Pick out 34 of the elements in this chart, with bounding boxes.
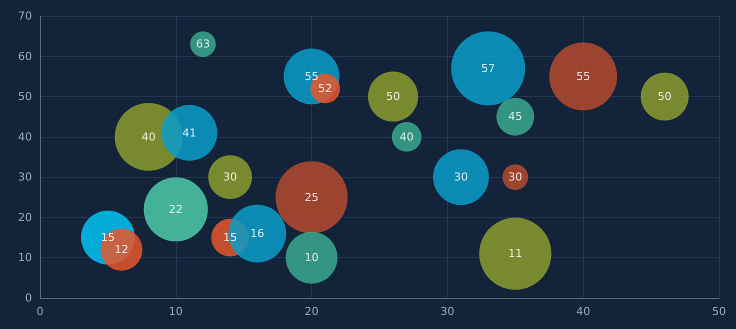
y-tick-label: 70 [18,10,32,22]
data-label: 22 [168,202,183,216]
y-tick-label: 30 [18,170,32,184]
y-tick-label: 20 [18,210,32,224]
data-label: 52 [318,82,332,96]
data-label: 30 [223,170,238,184]
x-tick-label: 0 [36,305,44,318]
y-tick-label: 40 [18,130,32,144]
y-tick-label: 10 [18,251,32,264]
data-label: 41 [182,126,196,140]
x-tick-label: 30 [440,305,454,318]
data-label: 16 [250,227,264,240]
data-label: 30 [454,170,468,184]
data-label: 63 [196,38,210,51]
y-tick-label: 60 [18,50,32,63]
data-label: 30 [508,170,522,184]
data-label: 55 [576,70,590,83]
data-label: 40 [142,130,156,144]
data-label: 40 [400,130,414,144]
data-label: 11 [508,247,522,260]
data-label: 55 [304,70,319,83]
data-label: 10 [304,251,319,264]
x-tick-label: 40 [576,305,590,318]
data-label: 50 [386,90,400,104]
data-label: 50 [658,90,672,104]
data-label: 25 [304,190,319,204]
data-label: 12 [114,243,128,256]
data-label: 45 [508,110,522,124]
y-tick-label: 0 [25,292,32,304]
x-tick-label: 20 [304,305,319,318]
y-tick-label: 50 [18,90,32,104]
x-tick-label: 10 [168,305,183,318]
x-tick-label: 50 [712,305,726,318]
data-label: 57 [481,62,496,75]
